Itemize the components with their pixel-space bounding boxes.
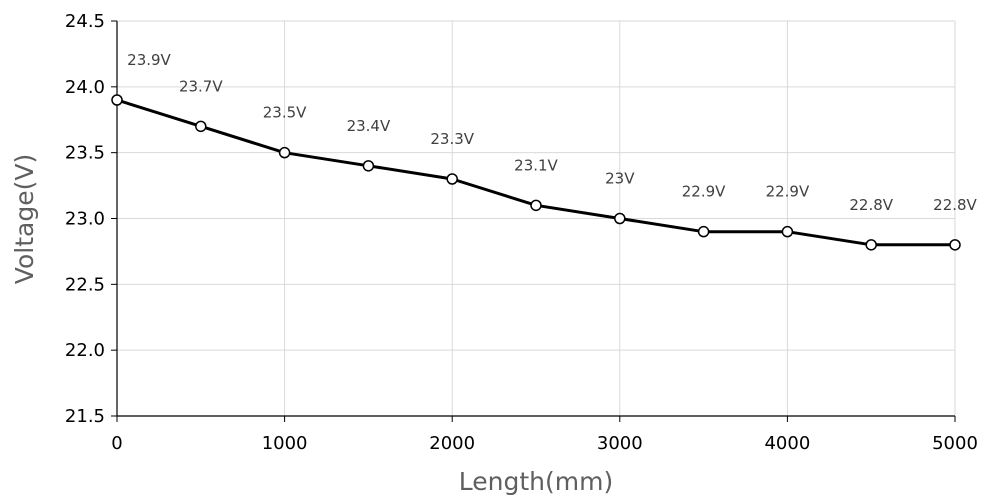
data-point	[865, 239, 877, 251]
data-label: 23.1V	[514, 156, 558, 174]
axes	[111, 20, 956, 422]
x-tick-label: 1000	[262, 433, 308, 454]
data-point	[697, 225, 710, 238]
data-label: 22.9V	[766, 183, 810, 201]
data-label: 23.5V	[263, 104, 307, 122]
x-tick-label: 5000	[932, 433, 978, 454]
y-tick-label: 24.5	[65, 11, 105, 32]
x-tick-label: 0	[111, 433, 122, 454]
data-point	[781, 225, 794, 238]
y-tick-label: 21.5	[65, 406, 105, 427]
data-label: 22.8V	[849, 196, 893, 214]
data-label: 23V	[605, 170, 635, 188]
x-tick-label: 4000	[764, 433, 810, 454]
y-tick-label: 23.0	[65, 209, 105, 230]
data-point	[195, 120, 207, 133]
y-tick-label: 23.5	[65, 143, 105, 164]
data-label: 23.4V	[347, 117, 391, 135]
grid-lines	[117, 20, 956, 416]
data-point	[949, 239, 961, 251]
x-tick-label: 3000	[597, 433, 643, 454]
data-point	[614, 212, 626, 225]
y-tick-label: 22.0	[65, 340, 105, 361]
tick-labels: 21.5 22.0 22.5 23.0 23.5 24.0 24.5 0 1000 2000 300…	[65, 11, 978, 454]
data-labels: 23.9V 23.7V 23.5V 23.4V 23.3V 23.1V 23V 22.9V 22…	[127, 51, 977, 214]
data-label: 23.3V	[430, 130, 474, 148]
x-tick-label: 2000	[429, 433, 475, 454]
data-label: 22.8V	[933, 196, 977, 214]
data-point	[530, 199, 542, 212]
data-label: 23.7V	[179, 77, 223, 95]
y-tick-label: 24.0	[65, 77, 105, 98]
data-label: 22.9V	[682, 183, 726, 201]
data-label: 23.9V	[127, 51, 171, 69]
data-point	[362, 160, 375, 172]
series-group	[111, 94, 961, 251]
x-axis-title: Length(mm)	[459, 467, 613, 496]
y-tick-label: 22.5	[65, 274, 105, 295]
data-point	[111, 94, 123, 106]
y-axis-title: Voltage(V)	[10, 154, 39, 284]
data-point	[446, 173, 458, 185]
data-point	[278, 146, 291, 159]
